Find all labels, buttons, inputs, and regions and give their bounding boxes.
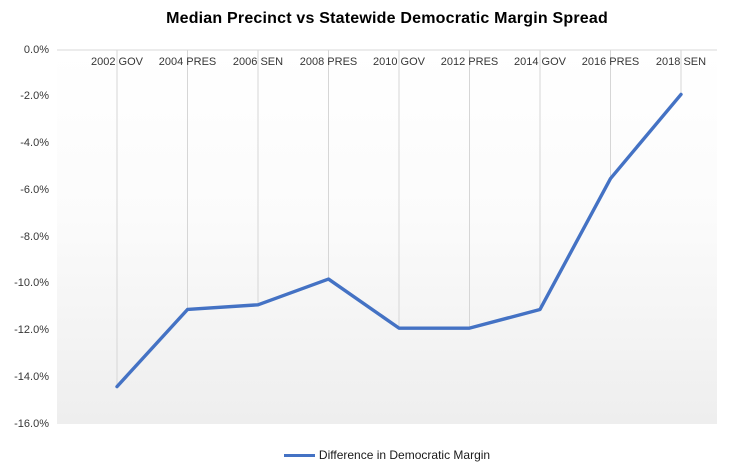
y-axis-tick-label: -2.0% bbox=[20, 90, 49, 103]
y-axis-tick-label: -6.0% bbox=[20, 183, 49, 196]
y-axis-tick-label: 0.0% bbox=[23, 43, 49, 56]
y-axis-tick-label: -16.0% bbox=[14, 417, 49, 430]
x-axis-category-label: 2018 SEN bbox=[655, 56, 707, 68]
x-axis-category-label: 2004 PRES bbox=[158, 56, 217, 68]
chart-title: Median Precinct vs Statewide Democratic … bbox=[166, 10, 608, 27]
legend-line-swatch bbox=[283, 453, 315, 457]
y-axis-tick-label: -12.0% bbox=[14, 324, 49, 336]
legend-label: Difference in Democratic Margin bbox=[318, 448, 491, 462]
y-axis-tick-label: -10.0% bbox=[14, 277, 49, 290]
data-line-difference-in-democratic-margin bbox=[115, 92, 683, 389]
x-axis-category-label: 2016 PRES bbox=[581, 56, 640, 68]
x-axis-category-label: 2002 GOV bbox=[91, 56, 143, 68]
x-axis-category-label: 2006 SEN bbox=[232, 56, 284, 68]
x-axis-category-label: 2010 GOV bbox=[373, 56, 425, 68]
x-axis-category-label: 2014 GOV bbox=[514, 56, 566, 68]
y-axis-tick-label: -4.0% bbox=[20, 137, 49, 149]
x-axis-category-label: 2012 PRES bbox=[440, 56, 499, 68]
y-axis-tick-label: -8.0% bbox=[20, 230, 49, 243]
y-axis-tick-label: -14.0% bbox=[14, 370, 49, 383]
legend: Difference in Democratic Margin bbox=[57, 448, 717, 462]
x-axis-category-label: 2008 PRES bbox=[299, 56, 358, 68]
y-axis-labels: 0.0% -2.0% -4.0% -6.0% -8.0% -10.0% -12.0% -14.… bbox=[0, 0, 49, 476]
plot-background bbox=[57, 50, 717, 424]
